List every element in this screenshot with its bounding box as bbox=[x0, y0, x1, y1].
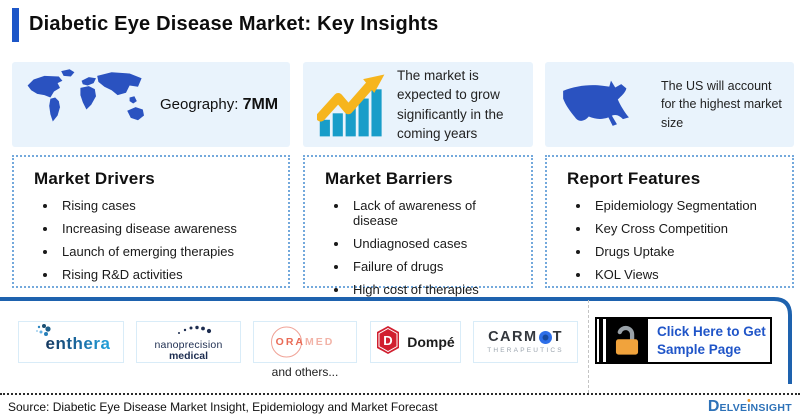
delveinsight-logo: D ELVE I NSIGHT bbox=[707, 398, 792, 415]
source-text: Source: Diabetic Eye Disease Market Insi… bbox=[8, 400, 438, 414]
highlight-us: The US will account for the highest mark… bbox=[545, 62, 794, 147]
list-item: Failure of drugs bbox=[349, 259, 521, 274]
dashed-divider bbox=[588, 300, 589, 393]
nanoprecision-wordmark: nanoprecision bbox=[154, 338, 223, 351]
list-item: Rising R&D activities bbox=[58, 267, 278, 282]
oramed-wordmark: ORA bbox=[275, 336, 305, 348]
panel-title: Market Drivers bbox=[34, 169, 155, 188]
panel-market-drivers: Market Drivers Rising cases Increasing d… bbox=[12, 155, 290, 288]
highlight-geography: Geography: 7MM bbox=[12, 62, 290, 147]
list-item: Undiagnosed cases bbox=[349, 236, 521, 251]
brand-letter-d: D bbox=[707, 398, 720, 415]
world-map-icon bbox=[20, 67, 160, 143]
highlight-growth: The market is expected to grow significa… bbox=[303, 62, 533, 147]
nanoprecision-wordmark-sub: medical bbox=[168, 350, 209, 362]
cta-line2: Sample Page bbox=[657, 341, 742, 357]
page-title: Diabetic Eye Disease Market: Key Insight… bbox=[29, 13, 439, 35]
title-accent-bar bbox=[12, 8, 19, 42]
footer-divider bbox=[0, 393, 800, 395]
cta-line1: Click Here to Get bbox=[657, 323, 766, 339]
us-map-icon bbox=[557, 77, 653, 133]
logo-nanoprecision-medical: nanoprecision medical bbox=[136, 321, 241, 363]
enthera-wordmark: enthera bbox=[45, 333, 111, 353]
logo-carmot: CARM T THERAPEUTICS bbox=[473, 321, 578, 363]
list-item: Drugs Uptake bbox=[591, 244, 782, 259]
cta-black-strip bbox=[599, 319, 603, 362]
growth-chart-icon bbox=[313, 73, 393, 137]
carmot-subtitle: THERAPEUTICS bbox=[487, 346, 564, 354]
oramed-circle-icon bbox=[270, 326, 302, 358]
unlock-icon bbox=[606, 319, 648, 362]
list-item: Epidemiology Segmentation bbox=[591, 198, 782, 213]
panel-list: Rising cases Increasing disease awarenes… bbox=[34, 198, 278, 282]
logo-enthera: enthera bbox=[18, 321, 124, 363]
logo-oramed: ORA MED bbox=[253, 321, 357, 363]
list-item: Increasing disease awareness bbox=[58, 221, 278, 236]
list-item: KOL Views bbox=[591, 267, 782, 282]
list-item: Launch of emerging therapies bbox=[58, 244, 278, 259]
nanoprecision-dots-icon bbox=[173, 323, 217, 339]
panel-market-barriers: Market Barriers Lack of awareness of dis… bbox=[303, 155, 533, 297]
list-item: Key Cross Competition bbox=[591, 221, 782, 236]
carmot-wordmark: CARM bbox=[488, 329, 538, 345]
geography-text: Geography: 7MM bbox=[160, 95, 279, 113]
us-text: The US will account for the highest mark… bbox=[661, 79, 782, 130]
panel-list: Lack of awareness of disease Undiagnosed… bbox=[325, 198, 521, 297]
dompe-shield-icon: D bbox=[376, 325, 400, 359]
brand-orange-dot-i: I bbox=[747, 402, 751, 414]
oramed-wordmark-light: MED bbox=[305, 336, 335, 348]
list-item: Lack of awareness of disease bbox=[349, 198, 521, 228]
panel-title: Report Features bbox=[567, 169, 701, 188]
panel-report-features: Report Features Epidemiology Segmentatio… bbox=[545, 155, 794, 288]
list-item: Rising cases bbox=[58, 198, 278, 213]
logo-dompe: D Dompé bbox=[370, 321, 461, 363]
geography-value: 7MM bbox=[242, 95, 279, 113]
and-others-label: and others... bbox=[271, 365, 339, 379]
get-sample-page-button[interactable]: Click Here to Get Sample Page bbox=[595, 317, 772, 364]
enthera-dots-icon bbox=[34, 323, 52, 346]
svg-text:D: D bbox=[384, 333, 393, 348]
carmot-wordmark-end: T bbox=[552, 329, 563, 345]
panel-list: Epidemiology Segmentation Key Cross Comp… bbox=[567, 198, 782, 282]
panel-title: Market Barriers bbox=[325, 169, 453, 188]
dompe-wordmark: Dompé bbox=[407, 334, 455, 350]
carmot-o-icon bbox=[538, 330, 552, 344]
list-item: High cost of therapies bbox=[349, 282, 521, 297]
growth-text: The market is expected to grow significa… bbox=[397, 68, 504, 141]
